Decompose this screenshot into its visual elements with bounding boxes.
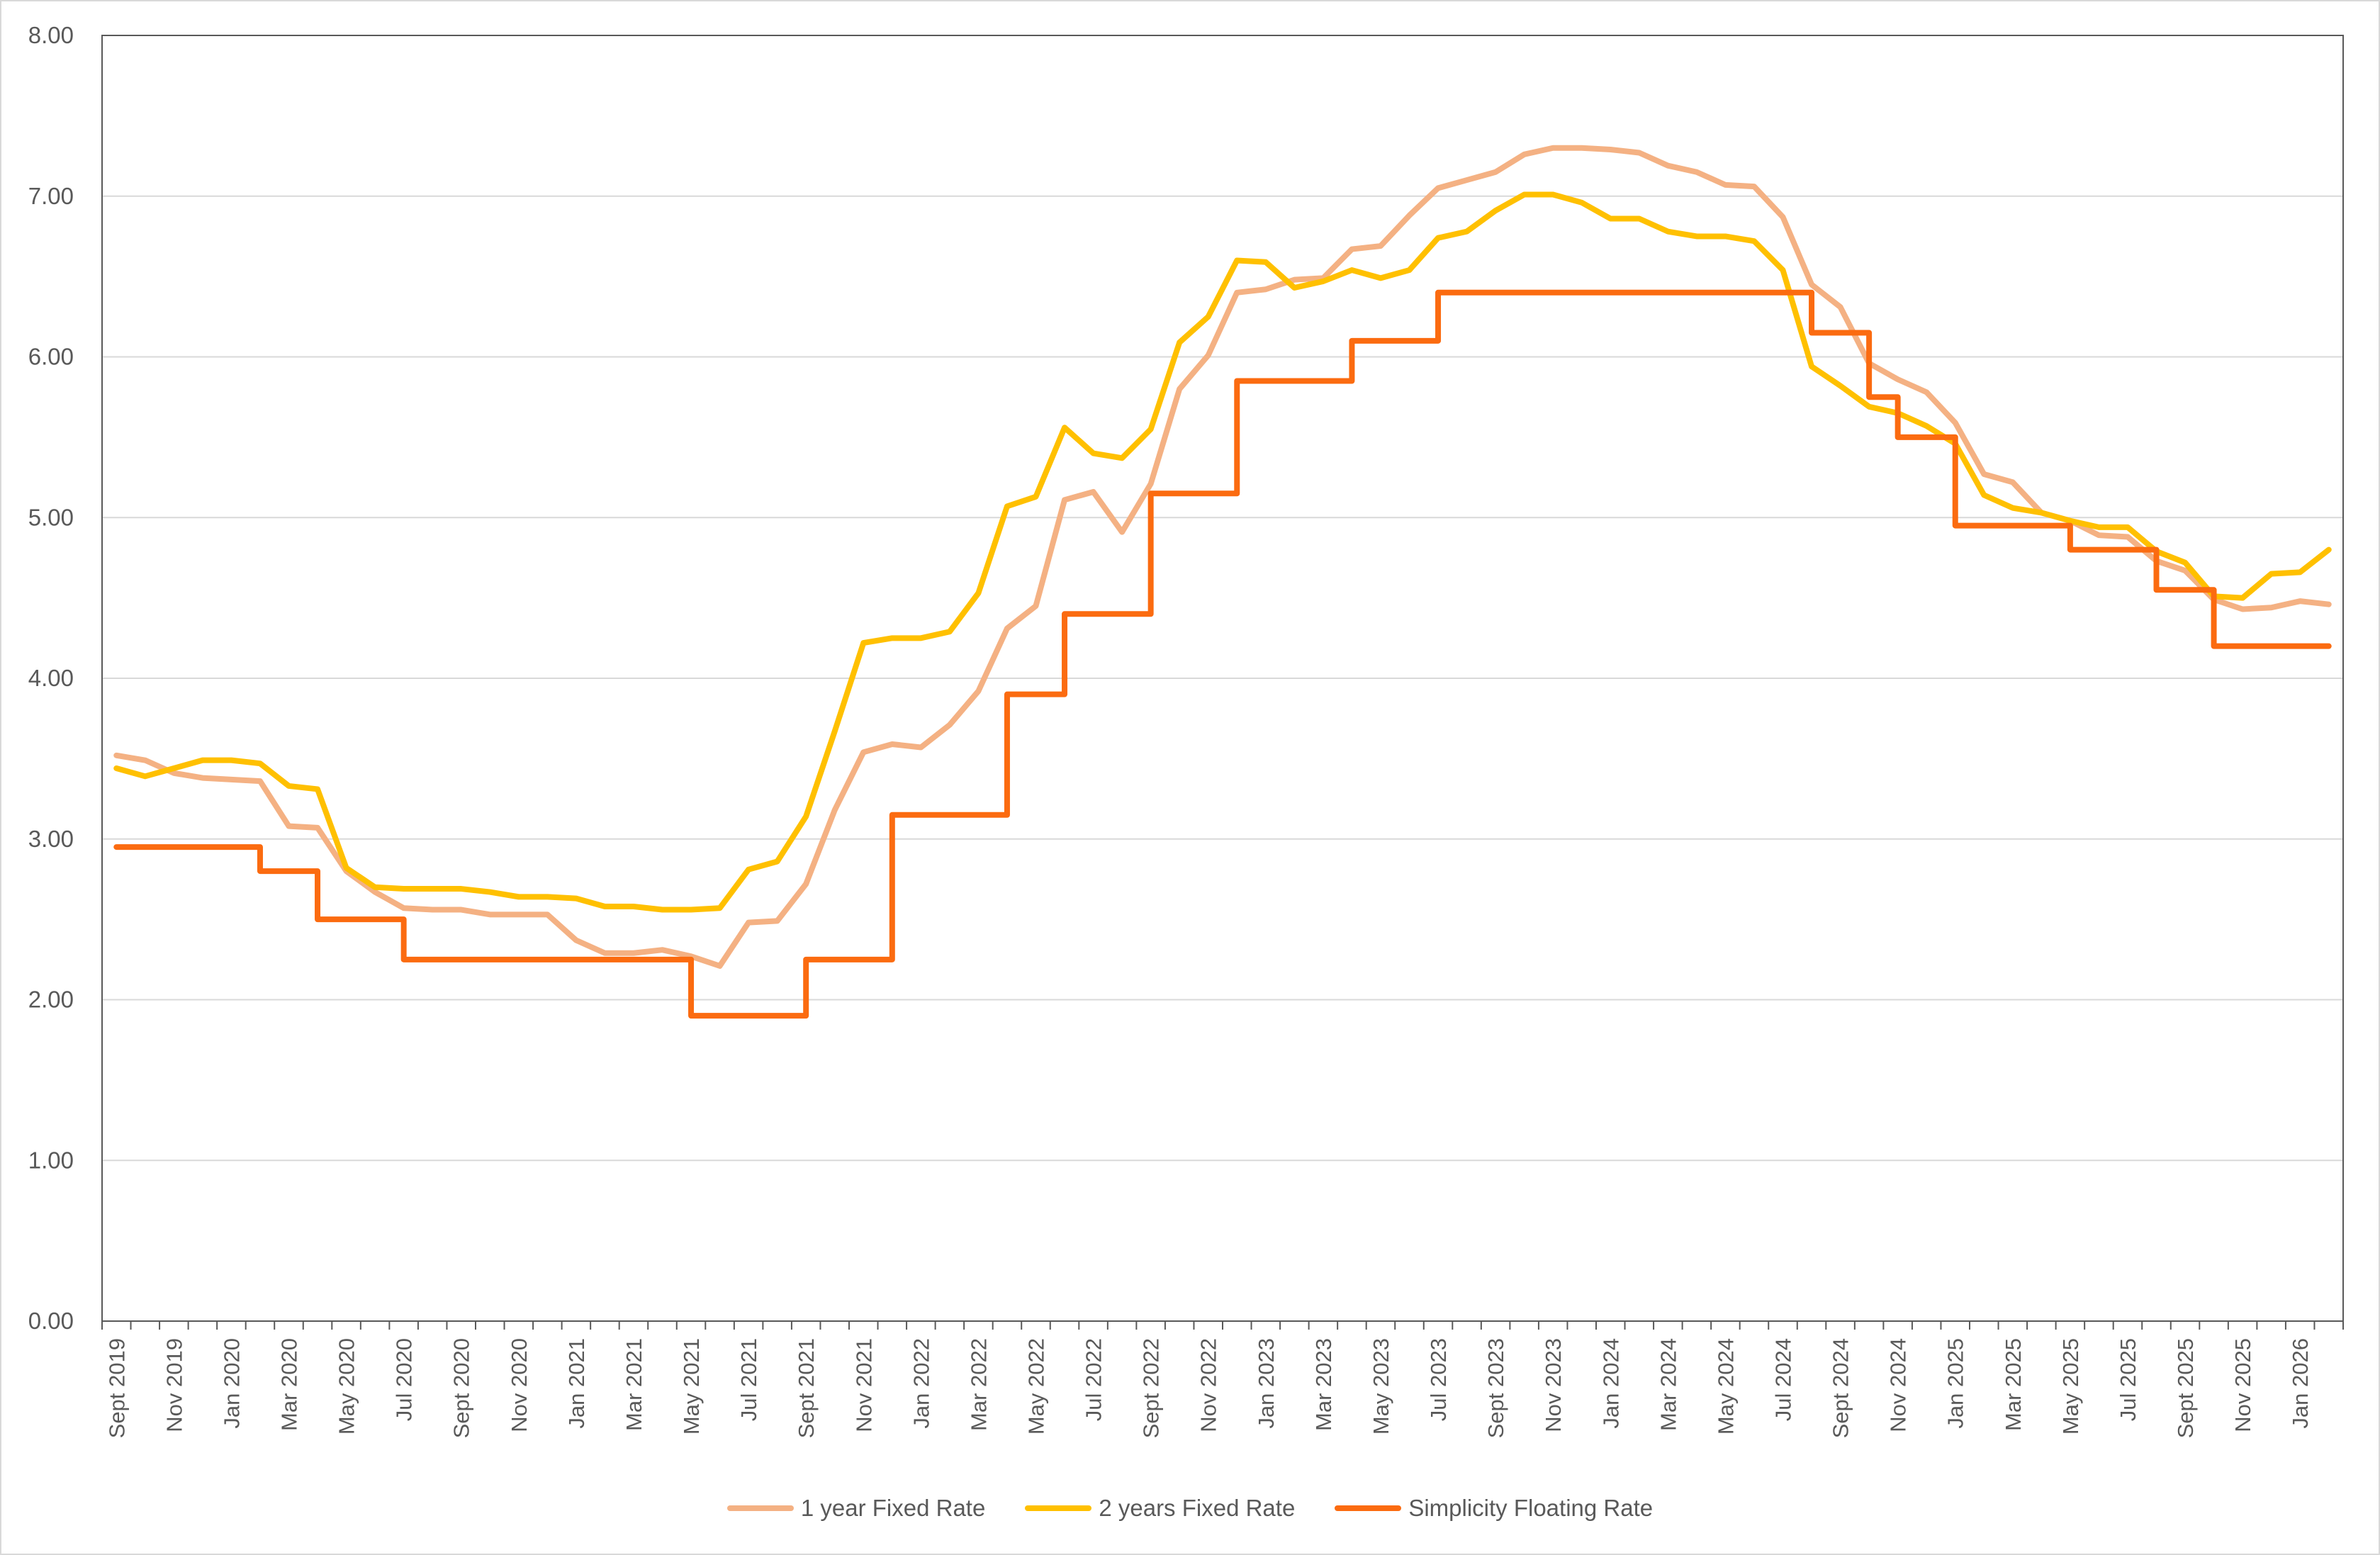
- x-tick-label: Sept 2021: [794, 1338, 819, 1438]
- legend-item: 2 years Fixed Rate: [1025, 1495, 1295, 1522]
- x-tick-label: Sept 2023: [1483, 1338, 1508, 1438]
- x-tick-label: Mar 2025: [2001, 1338, 2026, 1431]
- series-line-simplicity-floating-rate: [113, 289, 2332, 1019]
- legend-swatch: [1025, 1505, 1092, 1511]
- x-tick-label: Nov 2024: [1886, 1338, 1911, 1432]
- legend-item: Simplicity Floating Rate: [1335, 1495, 1653, 1522]
- x-tick-label: Jul 2022: [1082, 1338, 1106, 1421]
- legend-swatch: [726, 1505, 794, 1511]
- x-tick-label: Mar 2024: [1656, 1338, 1680, 1431]
- x-tick-label: May 2021: [679, 1338, 704, 1435]
- series-lines: [113, 145, 2332, 1019]
- x-tick-label: Mar 2020: [277, 1338, 302, 1431]
- y-tick-label: 7.00: [28, 183, 74, 209]
- x-tick-label: Jul 2020: [392, 1338, 417, 1421]
- legend: 1 year Fixed Rate 2 years Fixed Rate Simpl…: [0, 1487, 2380, 1529]
- x-tick-label: May 2022: [1024, 1338, 1049, 1435]
- gridlines: [102, 195, 2343, 1162]
- series-line-2-years-fixed-rate: [113, 191, 2332, 913]
- y-tick-label: 6.00: [28, 344, 74, 370]
- x-tick-label: Sept 2019: [104, 1338, 129, 1438]
- x-tick-label: Jul 2024: [1771, 1338, 1796, 1421]
- x-tick-label: Mar 2023: [1311, 1338, 1336, 1431]
- x-tick-label: Jan 2021: [564, 1338, 589, 1429]
- legend-label: 2 years Fixed Rate: [1099, 1495, 1296, 1521]
- x-tick-label: Mar 2021: [622, 1338, 646, 1431]
- x-tick-label: Nov 2019: [162, 1338, 186, 1432]
- x-tick-label: May 2023: [1369, 1338, 1393, 1435]
- x-tick-label: Jan 2020: [219, 1338, 244, 1429]
- legend-label: Simplicity Floating Rate: [1408, 1495, 1654, 1521]
- x-tick-label: May 2025: [2058, 1338, 2083, 1435]
- y-tick-label: 0.00: [28, 1308, 74, 1334]
- x-tick-label: Jul 2023: [1426, 1338, 1451, 1421]
- legend-item: 1 year Fixed Rate: [726, 1495, 986, 1522]
- x-tick-label: Nov 2020: [507, 1338, 532, 1432]
- x-tick-label: Jan 2024: [1598, 1338, 1623, 1429]
- x-tick-label: Nov 2021: [851, 1338, 876, 1432]
- y-axis-tick-labels: 0.00 1.00 2.00 3.00 4.00 5.00 6.00 7.00 8.00: [28, 22, 74, 1334]
- legend-swatch: [1335, 1505, 1402, 1511]
- x-tick-label: Jan 2025: [1943, 1338, 1968, 1429]
- x-tick-label: May 2024: [1713, 1338, 1738, 1435]
- y-tick-label: 3.00: [28, 826, 74, 852]
- x-tick-label: Nov 2023: [1541, 1338, 1566, 1432]
- x-tick-label: Sept 2022: [1139, 1338, 1164, 1438]
- y-tick-label: 2.00: [28, 987, 74, 1013]
- x-tick-label: Jan 2022: [909, 1338, 933, 1429]
- x-tick-label: May 2020: [335, 1338, 359, 1435]
- x-tick-label: Sept 2024: [1829, 1338, 1853, 1438]
- x-tick-label: Nov 2022: [1196, 1338, 1221, 1432]
- x-tick-label: Jan 2026: [2288, 1338, 2313, 1429]
- y-tick-label: 8.00: [28, 22, 74, 48]
- y-tick-label: 5.00: [28, 504, 74, 530]
- x-tick-label: Mar 2022: [966, 1338, 991, 1431]
- x-axis-tick-labels: Sept 2019 Nov 2019 Jan 2020 Mar 2020 May 202…: [104, 1338, 2313, 1438]
- x-tick-label: Nov 2025: [2230, 1338, 2255, 1432]
- axes: [101, 35, 2344, 1330]
- x-tick-label: Jul 2025: [2116, 1338, 2140, 1421]
- x-tick-label: Sept 2025: [2173, 1338, 2198, 1438]
- x-tick-label: Jan 2023: [1254, 1338, 1279, 1429]
- series-line-1-year-fixed-rate: [113, 145, 2332, 969]
- x-tick-label: Jul 2021: [736, 1338, 761, 1421]
- legend-label: 1 year Fixed Rate: [800, 1495, 986, 1521]
- y-tick-label: 1.00: [28, 1147, 74, 1173]
- y-tick-label: 4.00: [28, 665, 74, 691]
- x-tick-label: Sept 2020: [449, 1338, 474, 1438]
